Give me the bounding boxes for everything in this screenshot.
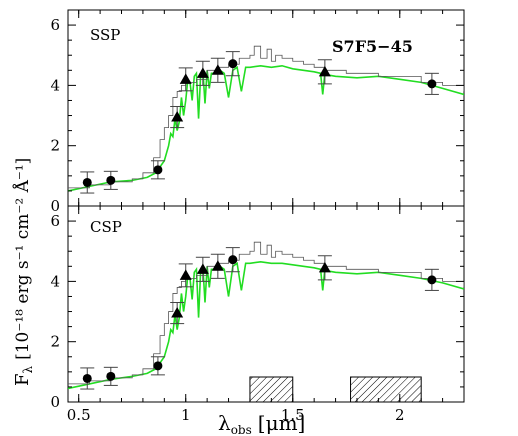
y-tick-label: 6: [50, 16, 60, 34]
x-axis-label: λobs [μm]: [218, 411, 305, 436]
y-tick-label: 4: [50, 76, 60, 94]
panel-csp: 0 2 4 6 0.5 1 1.5 2: [50, 206, 464, 424]
panel-bottom-frame: [67, 205, 465, 403]
photometry-point-circle: [153, 361, 163, 371]
hatched-band: [350, 376, 422, 402]
x-label-symbol: λ: [218, 411, 231, 435]
y-axis-label: Fλ [10⁻¹⁸ erg s⁻¹ cm⁻² Å⁻¹]: [12, 158, 35, 386]
y-tick-label: 4: [50, 272, 60, 290]
photometry-point-triangle: [211, 260, 224, 271]
photometry-point-triangle: [179, 269, 192, 280]
photometry-point-triangle: [211, 64, 224, 75]
x-label-unit: [μm]: [258, 411, 306, 435]
photometry-point-circle: [82, 373, 92, 383]
y-tick-label: 0: [50, 393, 60, 411]
photometry-point-triangle: [196, 67, 209, 78]
photometry-point-triangle: [318, 261, 331, 273]
photometry-point-circle: [228, 59, 238, 69]
photometry-point-triangle: [171, 307, 184, 318]
plot-area: [68, 241, 464, 402]
observed-spectrum-line: [68, 45, 464, 189]
photometry-point-triangle: [179, 73, 192, 84]
photometry-point-triangle: [196, 263, 209, 274]
observed-spectrum-line: [68, 241, 464, 385]
svg-text:Fλ[10⁻¹⁸ erg s⁻¹ cm⁻² Å⁻¹]: Fλ [10⁻¹⁸ erg s⁻¹ cm⁻² Å⁻¹]: [12, 158, 35, 386]
model-spectrum-line: [68, 64, 464, 192]
x-tick-label: 0.5: [67, 406, 91, 424]
x-tick-label: 1.5: [281, 406, 305, 424]
y-label-unit: [10⁻¹⁸ erg s⁻¹ cm⁻² Å⁻¹]: [12, 158, 33, 360]
x-tick-label: 1: [181, 406, 191, 424]
photometry-point-triangle: [171, 111, 184, 122]
photometry-point-circle: [427, 79, 437, 89]
y-tick-label: 2: [50, 137, 60, 155]
object-label: S7F5−45: [332, 37, 413, 56]
photometry-point-circle: [228, 255, 238, 265]
y-tick-label: 2: [50, 333, 60, 351]
photometry-point-circle: [427, 275, 437, 285]
panel-ssp: 0 2 4 6: [50, 10, 464, 215]
y-tick-label: 0: [50, 197, 60, 215]
x-label-sub: obs: [231, 423, 252, 436]
plot-area: [68, 45, 464, 194]
photometry-point-circle: [82, 177, 92, 187]
y-tick-label: 6: [50, 212, 60, 230]
photometry-point-circle: [106, 371, 116, 381]
photometry-point-circle: [106, 175, 116, 185]
y-label-sub: λ: [21, 366, 35, 374]
x-tick-label: 2: [395, 406, 405, 424]
photometry-point-circle: [153, 165, 163, 175]
model-spectrum-line: [68, 260, 464, 390]
panel-label-csp: CSP: [90, 218, 122, 236]
photometry-point-triangle: [318, 65, 331, 77]
y-label-symbol: F: [12, 374, 33, 387]
svg-text:λobs[μm]: λobs [μm]: [218, 411, 305, 436]
panel-label-ssp: SSP: [90, 26, 120, 44]
hatched-band: [249, 376, 294, 402]
